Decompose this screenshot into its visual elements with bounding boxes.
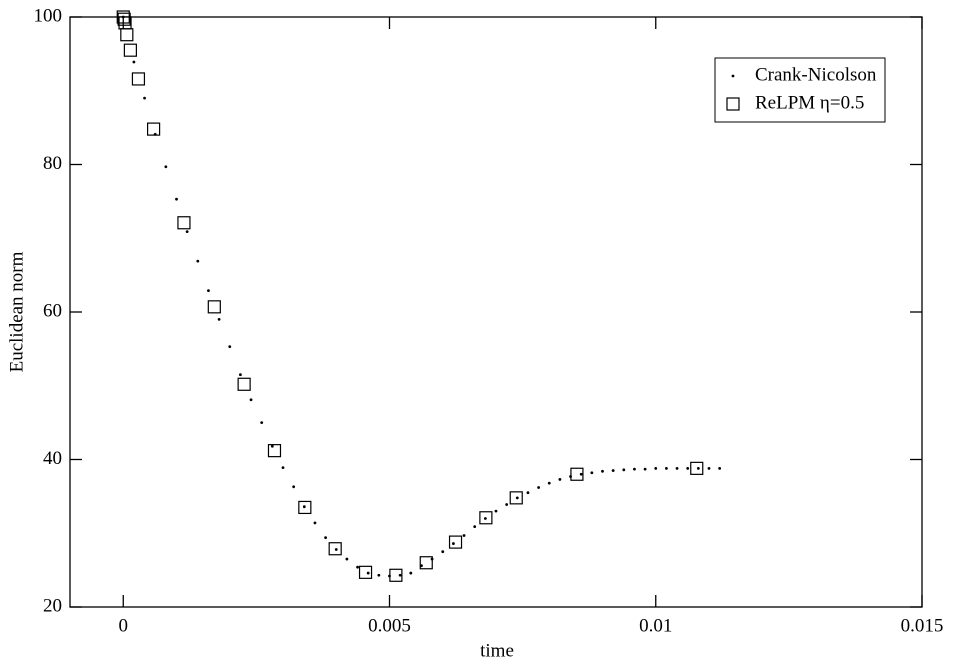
- data-point: [622, 468, 626, 472]
- data-point: [239, 373, 242, 377]
- y-tick-label: 80: [43, 153, 62, 174]
- data-point: [479, 511, 493, 525]
- y-tick-label: 40: [43, 448, 62, 469]
- y-tick-label: 60: [43, 300, 62, 321]
- data-point: [132, 60, 136, 64]
- data-point: [398, 573, 402, 577]
- data-point: [409, 571, 413, 575]
- data-point: [547, 481, 551, 485]
- data-point: [690, 461, 704, 475]
- data-point: [147, 122, 161, 136]
- data-point: [356, 565, 359, 569]
- data-point: [358, 565, 373, 579]
- data-point: [389, 568, 403, 582]
- x-tick-label: 0.01: [639, 615, 672, 636]
- data-point: [473, 525, 477, 529]
- legend-box: [714, 57, 886, 123]
- data-point: [601, 469, 604, 473]
- data-point: [237, 377, 251, 391]
- data-point: [448, 535, 463, 549]
- data-point: [718, 466, 722, 470]
- data-point: [177, 216, 191, 230]
- data-point: [131, 72, 146, 86]
- data-point: [175, 197, 178, 201]
- data-point: [260, 421, 264, 425]
- data-point: [494, 509, 498, 513]
- data-point: [366, 571, 370, 575]
- data-point: [298, 500, 312, 515]
- data-point: [249, 398, 253, 402]
- data-point: [270, 444, 274, 448]
- data-point: [509, 491, 523, 505]
- data-point: [675, 466, 679, 470]
- data-point: [123, 43, 137, 57]
- data-point: [665, 466, 668, 470]
- data-point: [590, 471, 594, 475]
- data-point: [696, 466, 700, 470]
- data-point: [207, 300, 221, 314]
- x-axis-label: time: [480, 640, 514, 661]
- data-point: [558, 478, 562, 481]
- data-point: [281, 466, 285, 470]
- data-point: [483, 517, 487, 520]
- data-point: [164, 165, 168, 169]
- legend-label: ReLPM η=0.5: [755, 92, 864, 113]
- data-point: [217, 317, 221, 321]
- x-tick-label: 0.015: [901, 615, 944, 636]
- x-tick-label: 0: [119, 615, 129, 636]
- data-point: [302, 505, 306, 509]
- data-point: [515, 496, 519, 500]
- data-point: [377, 573, 381, 577]
- data-point: [334, 548, 338, 551]
- legend-marker: [726, 97, 740, 111]
- data-point: [633, 467, 636, 471]
- data-point: [441, 550, 445, 554]
- y-tick-label: 100: [34, 5, 63, 26]
- data-point: [228, 345, 232, 349]
- data-point: [537, 486, 540, 489]
- legend-marker: [731, 74, 735, 78]
- data-point: [345, 557, 349, 561]
- data-point: [185, 230, 189, 234]
- data-point: [611, 469, 615, 472]
- legend-label: Crank-Nicolson: [755, 64, 877, 85]
- data-point: [328, 542, 342, 556]
- data-point: [686, 466, 690, 470]
- data-point: [452, 542, 455, 545]
- data-point: [324, 536, 327, 540]
- data-point: [654, 466, 658, 470]
- data-point: [505, 503, 509, 506]
- data-point: [120, 28, 134, 42]
- data-point: [196, 259, 200, 263]
- data-point: [117, 12, 131, 26]
- data-point: [292, 485, 296, 489]
- data-point: [643, 467, 647, 471]
- data-point: [570, 467, 584, 481]
- data-point: [207, 289, 210, 293]
- x-tick-label: 0.005: [368, 615, 411, 636]
- data-point: [313, 521, 317, 525]
- data-point: [707, 466, 711, 470]
- y-axis-label: Euclidean norm: [6, 251, 27, 372]
- data-point: [462, 534, 466, 537]
- data-point: [267, 444, 282, 458]
- data-point: [419, 556, 433, 570]
- data-point: [579, 472, 583, 476]
- data-point: [526, 491, 530, 495]
- data-point: [143, 96, 146, 100]
- y-tick-label: 20: [43, 595, 62, 616]
